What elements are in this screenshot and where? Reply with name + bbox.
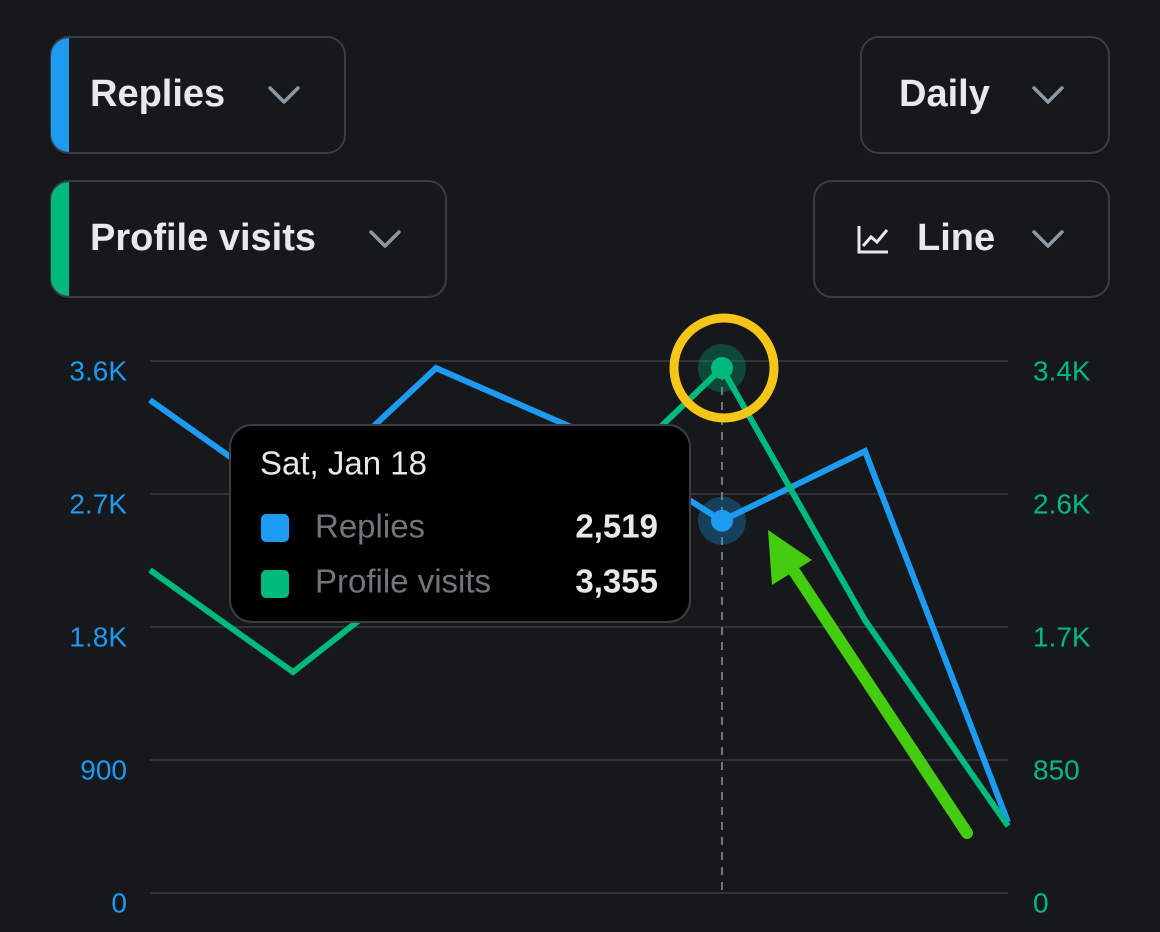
- button-label: Profile visits: [90, 217, 316, 259]
- arrow-shaft: [786, 562, 973, 839]
- y2-tick-label: 3.4K: [1033, 355, 1091, 386]
- point: [711, 357, 733, 380]
- arrow-head: [768, 530, 812, 585]
- legend-swatch: [261, 570, 289, 598]
- color-strip: [51, 182, 69, 296]
- annotations: [669, 313, 973, 839]
- chevron: [1032, 86, 1064, 104]
- y-tick-label: 1.8K: [69, 621, 127, 652]
- tooltip-value: 2,519: [575, 508, 658, 545]
- legend-label: Profile visits: [315, 563, 491, 600]
- tooltip-value: 3,355: [575, 563, 658, 600]
- line-icon: [857, 226, 889, 254]
- button-label: Line: [917, 217, 995, 259]
- button-label: Replies: [90, 73, 225, 115]
- color-strip: [51, 38, 69, 152]
- legend-label: Replies: [315, 508, 425, 545]
- y2-tick-label: 850: [1033, 754, 1080, 785]
- point: [711, 509, 733, 532]
- chevron: [369, 230, 401, 248]
- tooltip: Sat, Jan 18 Replies 2,519 Profile visits…: [229, 424, 691, 623]
- chevron: [268, 86, 300, 104]
- button-frame: [860, 36, 1110, 154]
- y-tick-label: 900: [80, 754, 127, 785]
- y2-tick-label: 1.7K: [1033, 621, 1091, 652]
- y-tick-label: 2.7K: [69, 488, 127, 519]
- metric2-dropdown[interactable]: Profile visits: [50, 180, 447, 298]
- y2-tick-label: 0: [1033, 887, 1049, 918]
- legend-swatch: [261, 514, 289, 542]
- tooltip-box: [229, 424, 691, 623]
- metric1-dropdown[interactable]: Replies: [50, 36, 346, 154]
- button-frame: [813, 180, 1110, 298]
- interval-dropdown[interactable]: Daily: [860, 36, 1110, 154]
- chevron: [1032, 230, 1064, 248]
- y2-tick-label: 2.6K: [1033, 488, 1091, 519]
- chart-type-dropdown[interactable]: Line: [813, 180, 1110, 298]
- highlight-circle: [669, 313, 779, 423]
- tooltip-date: Sat, Jan 18: [260, 445, 427, 482]
- y-tick-label: 3.6K: [69, 355, 127, 386]
- button-label: Daily: [899, 73, 990, 115]
- y-tick-label: 0: [111, 887, 127, 918]
